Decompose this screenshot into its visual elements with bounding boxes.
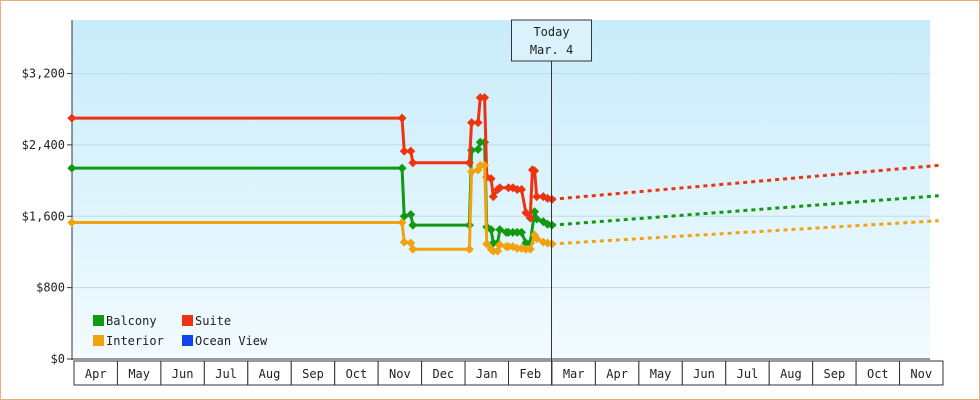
month-cell xyxy=(725,360,770,386)
today-marker: Today Mar. 4 xyxy=(511,19,593,385)
legend-label: Ocean View xyxy=(195,334,268,348)
data-point xyxy=(464,244,474,254)
data-point xyxy=(486,225,496,235)
today-date: Mar. 4 xyxy=(530,43,573,57)
month-label: Sep xyxy=(302,367,324,381)
data-point xyxy=(408,158,418,168)
month-label: Oct xyxy=(346,367,368,381)
month-cell xyxy=(768,360,814,386)
data-point xyxy=(408,244,418,254)
y-tick-label: $1,600 xyxy=(22,209,65,223)
data-point xyxy=(480,93,490,103)
data-point xyxy=(495,183,505,193)
legend-label: Suite xyxy=(195,314,231,328)
month-cell xyxy=(508,360,553,386)
data-point xyxy=(473,144,483,154)
month-cell xyxy=(203,360,249,386)
data-point xyxy=(67,113,77,123)
month-cell xyxy=(247,360,292,386)
data-point xyxy=(488,192,498,202)
data-point xyxy=(67,163,77,173)
data-point xyxy=(495,225,505,235)
month-label: May xyxy=(128,367,150,381)
today-label: Today xyxy=(533,25,569,39)
data-point xyxy=(464,158,474,168)
y-tick-label: $0 xyxy=(51,352,65,366)
legend-label: Interior xyxy=(106,334,164,348)
month-label: Feb xyxy=(519,367,541,381)
month-label: Jan xyxy=(476,367,498,381)
legend-label: Balcony xyxy=(106,314,157,328)
data-point xyxy=(530,207,540,217)
data-point xyxy=(530,166,540,176)
month-label: May xyxy=(650,367,672,381)
month-label: Sep xyxy=(824,367,846,381)
month-label: Aug xyxy=(780,367,802,381)
projection-line-suite xyxy=(551,163,939,201)
data-point xyxy=(406,146,416,156)
data-point xyxy=(397,113,407,123)
month-cell xyxy=(594,360,640,386)
month-label: Mar xyxy=(563,367,585,381)
month-label: Nov xyxy=(910,367,932,381)
data-point xyxy=(495,240,505,250)
today-box xyxy=(511,19,593,62)
month-cell xyxy=(116,360,162,386)
month-cell xyxy=(334,360,379,386)
legend-swatch xyxy=(93,335,104,346)
month-label: Jul xyxy=(737,367,759,381)
data-point xyxy=(399,237,409,247)
month-label: Jun xyxy=(693,367,715,381)
y-tick-label: $800 xyxy=(36,281,65,295)
month-cell xyxy=(638,360,683,386)
month-label: Apr xyxy=(85,367,107,381)
month-label: Apr xyxy=(606,367,628,381)
data-point xyxy=(532,214,542,224)
data-point xyxy=(517,185,527,194)
month-cell xyxy=(812,360,857,386)
month-label: Dec xyxy=(432,367,454,381)
axis-layer: $0 $800 $1,600 $2,400 $3,200 Apr May Jun Jul Aug S… xyxy=(22,20,944,386)
legend-swatch xyxy=(93,315,104,326)
data-point xyxy=(408,220,418,230)
month-label: Oct xyxy=(867,367,889,381)
month-cell xyxy=(377,360,423,386)
legend-swatch xyxy=(182,315,193,326)
month-label: Jun xyxy=(172,367,194,381)
data-point xyxy=(525,213,535,223)
y-tick-label: $3,200 xyxy=(22,67,65,81)
data-point xyxy=(397,163,407,173)
data-point xyxy=(521,208,531,218)
data-point xyxy=(532,192,542,202)
data-point xyxy=(480,160,490,170)
projection-line-balcony xyxy=(551,194,939,227)
legend: Balcony Suite Interior Ocean View xyxy=(93,314,268,348)
grid-layer xyxy=(72,73,930,289)
month-label: Jul xyxy=(215,367,237,381)
data-point xyxy=(517,227,527,237)
series-layer xyxy=(67,93,939,256)
data-point xyxy=(482,239,492,249)
data-point xyxy=(467,118,477,128)
legend-swatch xyxy=(182,335,193,346)
projection-line-interior xyxy=(551,219,939,246)
data-point xyxy=(467,167,477,177)
month-cell xyxy=(421,360,466,386)
month-cell xyxy=(681,360,727,386)
data-point xyxy=(486,174,496,184)
month-label: Aug xyxy=(259,367,281,381)
data-point xyxy=(532,234,542,244)
data-point xyxy=(473,118,483,128)
data-point xyxy=(525,244,535,254)
month-cell xyxy=(899,360,944,386)
data-point xyxy=(399,146,409,156)
month-cell xyxy=(855,360,901,386)
data-point xyxy=(406,209,416,219)
month-label: Nov xyxy=(389,367,411,381)
data-point xyxy=(67,218,77,228)
y-tick-label: $2,400 xyxy=(22,138,65,152)
data-point xyxy=(397,218,407,228)
